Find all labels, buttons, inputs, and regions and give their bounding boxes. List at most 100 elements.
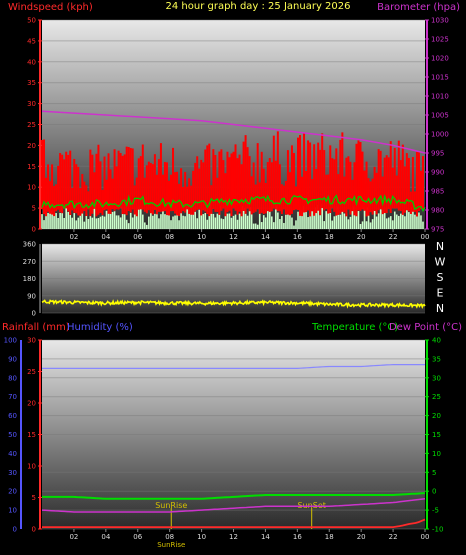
temp-y-tick-label: -5 [432,507,439,515]
temp-y-tick-label: -10 [432,526,443,534]
temperature-axis: -10 -5 0 5 10 15 20 25 30 35 40 [425,337,443,534]
baro-y-tick-label: 980 [431,207,444,215]
rain-y-tick-label: 30 [27,337,36,345]
x-tick-label: 02 [69,233,78,241]
x-tick-label: 16 [293,233,302,241]
sunrise-axis-label: SunRise [157,541,185,549]
humidity-y-tick-label: 20 [8,488,17,496]
baro-y-tick-label: 1015 [431,74,449,82]
wind-y-tick-label: 20 [27,142,36,150]
humidity-y-tick-label: 60 [8,412,17,420]
temp-y-tick-label: 35 [432,355,441,363]
x-tick-label: 08 [165,533,174,541]
wind-y-tick-label: 0 [32,226,36,234]
wind-y-tick-label: 25 [27,121,36,129]
humidity-y-tick-label: 90 [8,355,17,363]
compass-label: W [435,256,446,269]
temp-y-tick-label: 10 [432,450,441,458]
baro-y-tick-label: 1000 [431,131,449,139]
direction-gridlines [42,243,425,314]
x-tick-label: 18 [325,233,334,241]
barometer-axis-title: Barometer (hpa) [377,2,460,13]
wind-y-tick-label: 10 [27,184,36,192]
direction-y-tick-label: 90 [27,292,36,300]
baro-y-tick-label: 975 [431,226,444,234]
direction-y-tick-label: 270 [23,258,36,266]
direction-y-tick-label: 180 [23,275,36,283]
baro-y-tick-label: 1005 [431,112,449,120]
dewpoint-axis-title: Dew Point (°C) [389,322,462,333]
x-tick-label: 12 [229,233,238,241]
sunrise-label: SunRise [155,501,187,510]
compass-label: N [436,302,444,315]
wind-y-tick-label: 15 [27,163,36,171]
direction-y-tick-label: 0 [32,310,36,318]
rain-y-tick-label: 25 [27,368,36,376]
wind-y-tick-label: 40 [27,58,36,66]
humidity-y-tick-label: 10 [8,507,17,515]
x-tick-label: 22 [389,233,398,241]
wind-left-axis: 0 5 10 15 20 25 30 35 40 45 50 [27,17,42,234]
baro-y-tick-label: 995 [431,150,444,158]
compass-label: E [437,287,444,300]
x-tick-label: 10 [197,233,206,241]
wind-y-tick-label: 35 [27,79,36,87]
wind-x-axis: 02 04 06 08 10 12 14 16 18 20 22 00 [69,229,429,241]
temp-hum-labels: Rainfall (mm) Humidity (%) Temperature (… [2,322,462,333]
temp-gridlines [42,339,425,530]
windspeed-axis-title: Windspeed (kph) [8,2,93,13]
x-tick-label: 10 [197,533,206,541]
temp-y-tick-label: 25 [432,393,441,401]
rain-y-tick-label: 15 [27,431,36,439]
direction-left-axis: 0 90 180 270 360 [23,241,41,318]
temp-y-tick-label: 40 [432,337,441,345]
wind-y-tick-label: 5 [32,205,36,213]
humidity-y-tick-label: 0 [13,526,17,534]
rain-y-tick-label: 20 [27,400,36,408]
direction-y-tick-label: 360 [23,241,36,249]
x-tick-label: 08 [165,233,174,241]
baro-y-tick-label: 1030 [431,17,449,25]
x-tick-label: 14 [261,533,270,541]
header-labels: Windspeed (kph) 24 hour graph day : 25 J… [8,1,460,13]
baro-y-tick-label: 990 [431,169,444,177]
rain-y-tick-label: 5 [32,494,36,502]
baro-y-tick-label: 1010 [431,93,449,101]
baro-y-tick-label: 1020 [431,55,449,63]
temp-y-tick-label: 30 [432,374,441,382]
wind-y-tick-label: 45 [27,37,36,45]
x-tick-label: 00 [421,533,430,541]
temp-y-tick-label: 0 [432,488,436,496]
wind-series [41,110,426,229]
x-tick-label: 14 [261,233,270,241]
compass-label: S [437,271,444,284]
rain-y-tick-label: 10 [27,463,36,471]
humidity-y-tick-label: 30 [8,469,17,477]
rainfall-axis-title: Rainfall (mm) [2,322,70,333]
baro-y-tick-label: 985 [431,188,444,196]
direction-series [41,299,426,310]
x-tick-label: 02 [69,533,78,541]
x-tick-label: 12 [229,533,238,541]
humidity-line [42,364,425,369]
rainfall-line [42,518,426,528]
x-tick-label: 22 [389,533,398,541]
x-tick-label: 06 [133,233,142,241]
humidity-y-tick-label: 100 [4,337,17,345]
temp-y-tick-label: 5 [432,469,436,477]
dewpoint-line [41,498,426,513]
temperature-axis-title: Temperature (°C) [311,322,398,333]
temperature-line [42,492,426,500]
temp-y-tick-label: 15 [432,431,441,439]
wind-right-axis: 975 980 985 990 995 1000 1005 1010 1015 1020 1025 1… [425,17,449,234]
x-tick-label: 04 [101,533,110,541]
x-tick-label: 06 [133,533,142,541]
direction-line [41,299,426,310]
compass-label: N [436,240,444,253]
wind-average-line [41,194,426,213]
